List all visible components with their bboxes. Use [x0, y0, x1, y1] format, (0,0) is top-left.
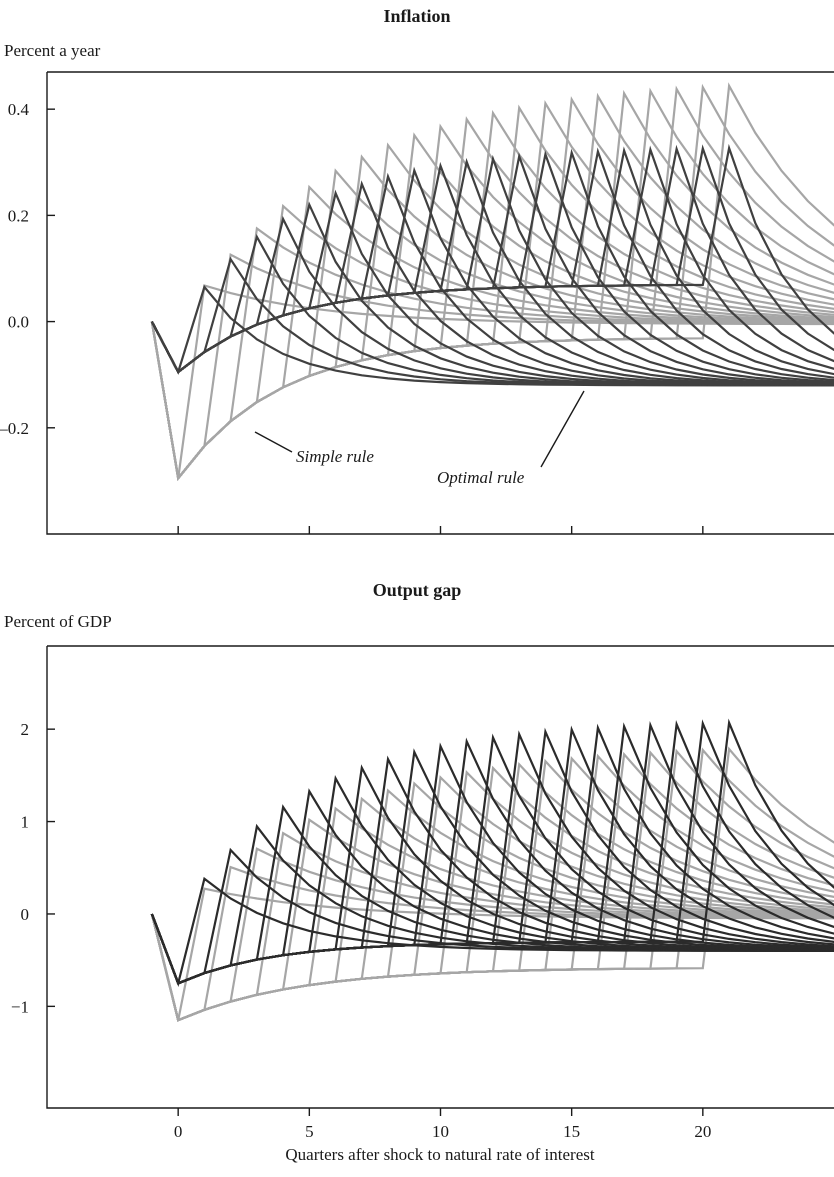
inflation-annotation-layer: Simple rule Optimal rule	[254, 390, 585, 487]
output-gap-y-tick-label: 0	[21, 905, 30, 924]
inflation-unit-label: Percent a year	[4, 41, 101, 60]
inflation-y-tick-label: 0.0	[8, 313, 29, 332]
inflation-simple-rule-label: Simple rule	[296, 447, 374, 466]
output-gap-simple-rule-line-13	[150, 761, 834, 1022]
inflation-axes-layer: –0.2 0.0 0.2 0.4	[0, 71, 834, 535]
inflation-optimal-rule-leader	[540, 390, 585, 468]
output-gap-optimal-rule-line-21	[150, 718, 834, 985]
inflation-title: Inflation	[383, 6, 450, 26]
x-axis-label: Quarters after shock to natural rate of …	[285, 1145, 594, 1164]
output-gap-x-tick-label: 10	[432, 1122, 449, 1141]
output-gap-x-tick-label: 15	[563, 1122, 580, 1141]
inflation-simple-rule-line-21	[150, 82, 834, 481]
inflation-y-tick-label: 0.2	[8, 206, 29, 225]
output-gap-x-tick-label: 5	[305, 1122, 314, 1141]
output-gap-simple-rule-line-21	[150, 746, 834, 1022]
inflation-series-layer	[150, 82, 834, 481]
inflation-optimal-rule-label: Optimal rule	[437, 468, 525, 487]
inflation-y-tick-label: –0.2	[0, 419, 29, 438]
output-gap-unit-label: Percent of GDP	[4, 612, 112, 631]
inflation-y-tick-label: 0.4	[8, 100, 30, 119]
inflation-optimal-rule-line-13	[150, 152, 834, 385]
output-gap-series-layer	[150, 718, 834, 1022]
inflation-optimal-rule-line-21	[150, 143, 834, 374]
output-gap-title: Output gap	[373, 580, 462, 600]
output-gap-x-tick-label: 0	[174, 1122, 183, 1141]
inflation-simple-rule-leader	[254, 431, 293, 453]
output-gap-y-tick-label: −1	[11, 997, 29, 1016]
output-gap-y-tick-label: 1	[21, 813, 30, 832]
output-gap-y-tick-label: 2	[21, 720, 30, 739]
output-gap-x-tick-label: 20	[694, 1122, 711, 1141]
inflation-panel: Inflation Percent a year –0.2 0.0 0.2 0.4 S…	[0, 6, 834, 535]
